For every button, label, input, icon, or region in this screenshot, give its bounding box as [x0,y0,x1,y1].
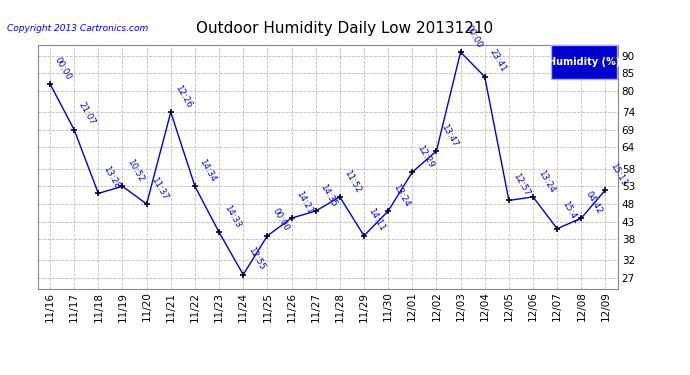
Text: 13:24: 13:24 [536,168,556,194]
Text: 00:00: 00:00 [464,23,484,49]
Text: 23:41: 23:41 [488,48,508,74]
Text: 12:26: 12:26 [174,83,194,110]
Text: 04:42: 04:42 [584,189,604,215]
Text: Copyright 2013 Cartronics.com: Copyright 2013 Cartronics.com [7,24,148,33]
Text: 14:35: 14:35 [319,182,339,208]
Text: 13:24: 13:24 [391,182,411,208]
Text: Outdoor Humidity Daily Low 20131210: Outdoor Humidity Daily Low 20131210 [197,21,493,36]
Text: 00:00: 00:00 [270,207,290,233]
Text: Humidity (%): Humidity (%) [548,57,620,67]
Text: 10:52: 10:52 [126,158,146,183]
Text: 15:13: 15:13 [609,161,629,187]
Text: 12:55: 12:55 [246,246,266,272]
Text: 12:29: 12:29 [415,144,435,170]
Text: 14:11: 14:11 [367,207,387,233]
Text: 11:37: 11:37 [150,175,170,201]
Text: 14:33: 14:33 [222,203,242,229]
Text: 00:00: 00:00 [53,55,73,81]
Text: 12:57: 12:57 [512,172,532,198]
Text: 14:21: 14:21 [295,189,315,215]
Text: 13:47: 13:47 [440,122,460,148]
Text: 14:34: 14:34 [198,158,218,183]
Text: 11:52: 11:52 [343,168,363,194]
Text: 13:28: 13:28 [101,165,121,190]
Text: 15:41: 15:41 [560,200,580,226]
Text: 21:07: 21:07 [77,101,97,127]
